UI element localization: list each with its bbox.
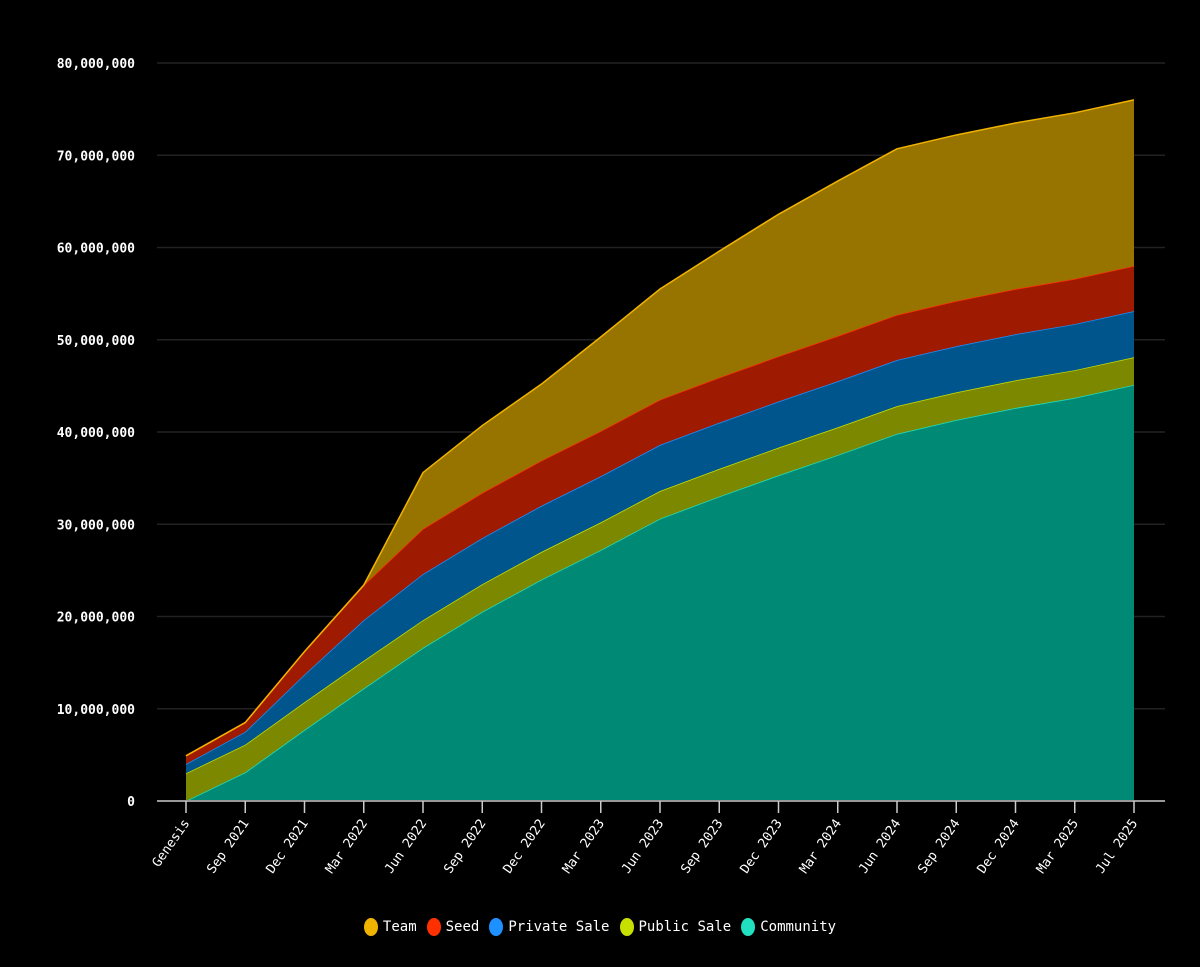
- y-tick-label: 70,000,000: [57, 149, 135, 164]
- x-tick-label: Mar 2023: [560, 817, 608, 877]
- x-tick-label: Jun 2022: [382, 817, 430, 877]
- x-tick-label: Dec 2024: [975, 817, 1023, 877]
- x-axis: Genesis Sep 2021 Dec 2021 Mar 2022 Jun 2022 S…: [150, 800, 1165, 877]
- legend-label: Team: [382, 919, 417, 935]
- x-tick-label: Jul 2025: [1093, 817, 1141, 877]
- x-tick-label: Mar 2024: [797, 817, 845, 877]
- legend-dot-icon: [363, 918, 378, 936]
- x-tick-label: Sep 2024: [915, 817, 963, 877]
- y-tick-label: 60,000,000: [57, 242, 135, 257]
- x-tick-label: Jun 2023: [619, 817, 667, 877]
- area-seed: [186, 265, 1134, 765]
- x-tick-label: Sep 2023: [678, 817, 726, 877]
- x-tick-label: Dec 2023: [738, 817, 786, 877]
- legend-label: Seed: [445, 919, 480, 935]
- area-public-sale: [186, 357, 1134, 801]
- x-tick-label: Dec 2022: [501, 817, 549, 877]
- area-private-sale: [186, 311, 1134, 774]
- legend-dot-icon: [489, 918, 504, 936]
- x-tick-label: Mar 2025: [1034, 817, 1082, 877]
- legend-label: Community: [760, 919, 837, 935]
- legend-item[interactable]: Public Sale: [619, 918, 732, 936]
- line-team: [185, 99, 1135, 757]
- x-tick-label: Genesis: [150, 817, 194, 870]
- legend-item[interactable]: Team: [363, 918, 417, 936]
- area-series: [185, 99, 1135, 802]
- y-tick-label: 0: [127, 795, 135, 810]
- x-tick-label: Sep 2021: [204, 817, 252, 877]
- legend-dot-icon: [619, 918, 634, 936]
- y-tick-label: 80,000,000: [57, 57, 135, 72]
- area-community: [186, 384, 1134, 801]
- legend-label: Private Sale: [508, 919, 610, 935]
- y-tick-label: 10,000,000: [57, 703, 135, 718]
- x-tick-label: Mar 2022: [323, 817, 371, 877]
- y-tick-label: 30,000,000: [57, 518, 135, 533]
- legend-dot-icon: [426, 918, 441, 936]
- y-tick-label: 40,000,000: [57, 426, 135, 441]
- y-tick-label: 50,000,000: [57, 334, 135, 349]
- legend-dot-icon: [741, 918, 756, 936]
- legend-item[interactable]: Seed: [426, 918, 480, 936]
- legend-item[interactable]: Private Sale: [489, 918, 610, 936]
- legend: Team Seed Private Sale Public Sale Community: [0, 918, 1200, 936]
- y-tick-label: 20,000,000: [57, 611, 135, 626]
- x-tick-label: Dec 2021: [264, 817, 312, 877]
- x-tick-label: Jun 2024: [856, 817, 904, 877]
- area-team: [186, 99, 1134, 756]
- legend-item[interactable]: Community: [741, 918, 836, 936]
- x-tick-label: Sep 2022: [441, 817, 489, 877]
- y-axis: 0 10,000,000 20,000,000 30,000,000 40,000,00…: [57, 57, 135, 810]
- legend-label: Public Sale: [638, 919, 732, 935]
